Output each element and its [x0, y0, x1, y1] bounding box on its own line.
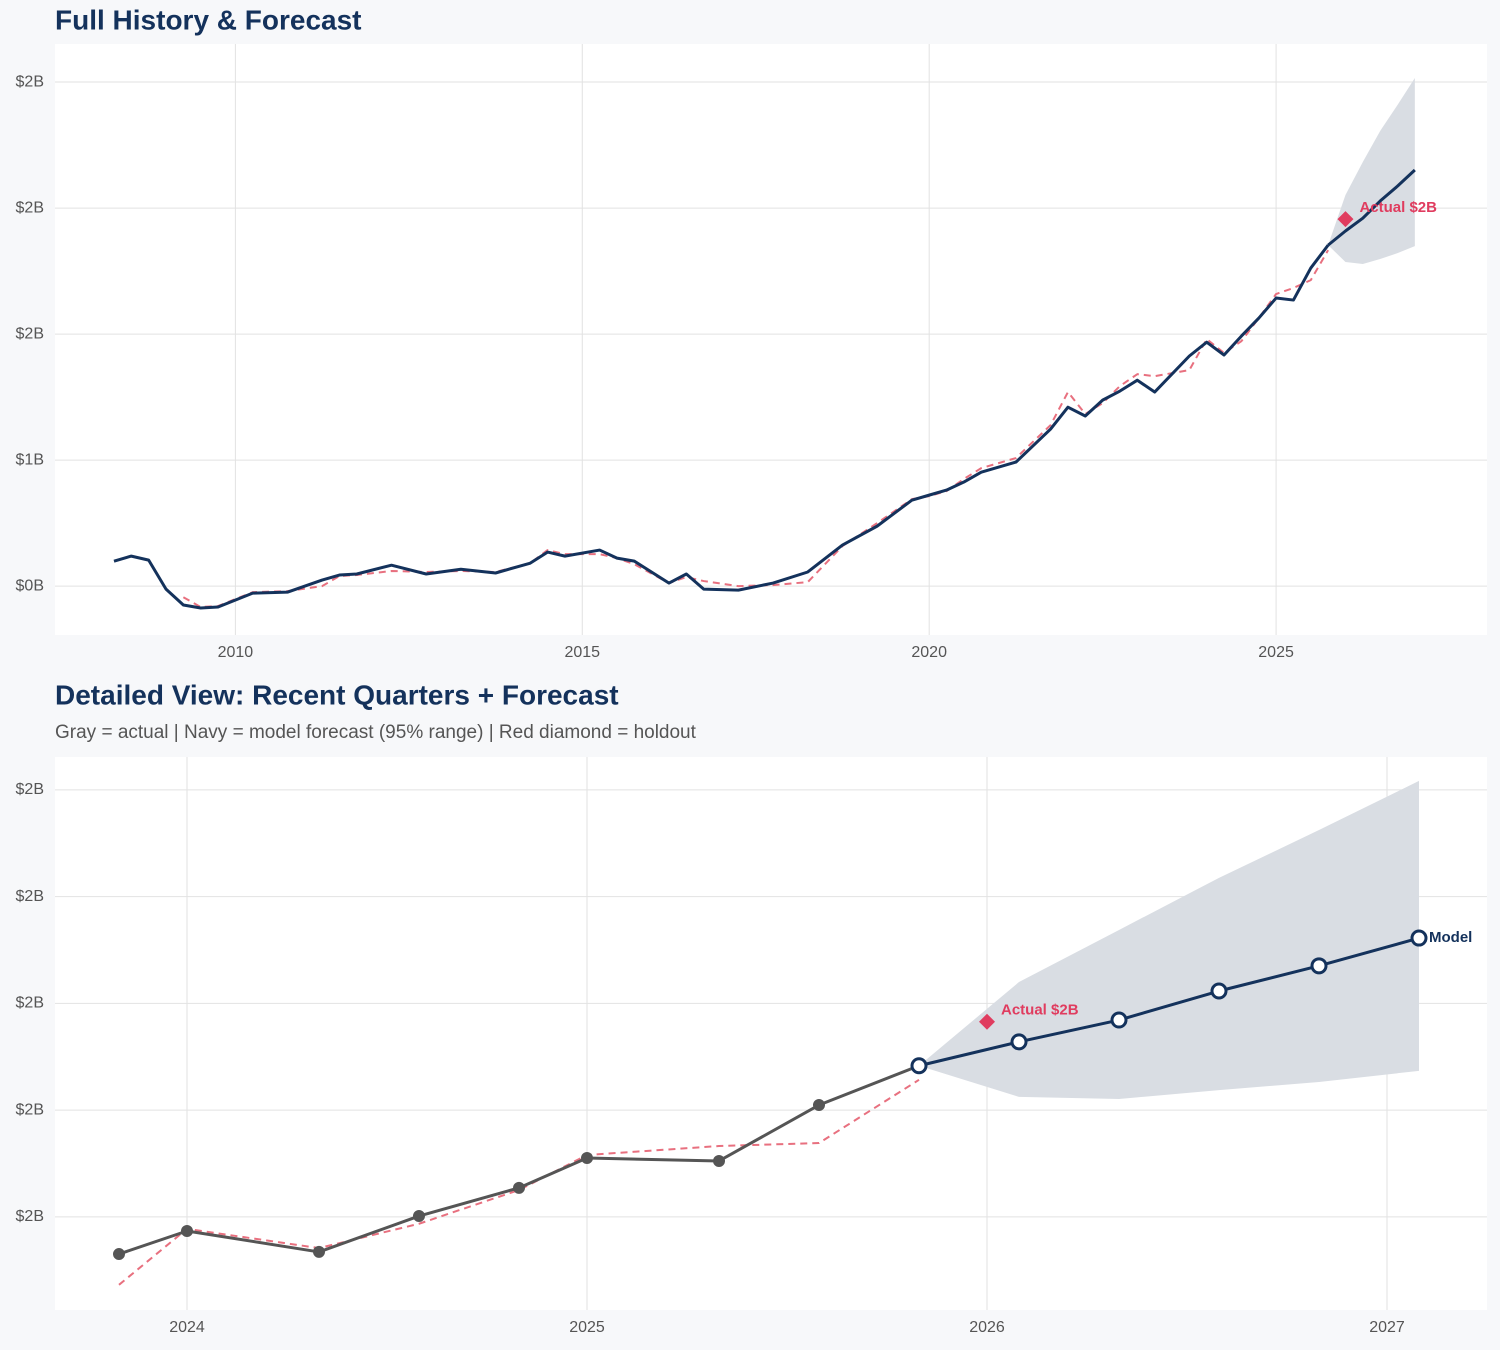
x-tick-label: 2010 [218, 644, 254, 661]
holdout-diamond [1337, 211, 1354, 228]
data-point [1410, 929, 1428, 947]
series-line [1327, 168, 1416, 247]
series-line [182, 249, 1329, 609]
data-point [581, 1151, 593, 1164]
y-tick-label: $2B [16, 888, 44, 905]
data-point [413, 1210, 425, 1223]
x-tick-label: 2024 [169, 1319, 205, 1336]
y-tick-label: $2B [16, 1208, 44, 1225]
series-line [118, 1078, 920, 1286]
y-tick-label: $2B [16, 73, 44, 90]
x-tick-label: 2027 [1369, 1319, 1405, 1336]
data-point [1110, 1011, 1128, 1029]
chart-title: Detailed View: Recent Quarters + Forecas… [55, 679, 619, 710]
y-tick-label: $1B [16, 451, 44, 468]
series-line [918, 936, 1420, 1068]
x-tick-label: 2015 [564, 644, 600, 661]
chart-title: Full History & Forecast [55, 4, 362, 35]
annotation-label: Actual $2B [1001, 1002, 1079, 1019]
data-point [1010, 1033, 1028, 1051]
plot-area [55, 44, 1487, 635]
y-tick-label: $2B [16, 325, 44, 342]
data-point [1310, 957, 1328, 975]
y-tick-label: $2B [16, 781, 44, 798]
series-end-label: Model [1429, 929, 1472, 946]
x-tick-label: 2020 [911, 644, 947, 661]
data-point [181, 1225, 193, 1237]
holdout-diamond [979, 1013, 995, 1030]
y-tick-label: $2B [16, 199, 44, 216]
data-point [113, 1248, 125, 1261]
annotation-label: Actual $2B [1359, 199, 1437, 216]
y-tick-label: $0B [16, 577, 44, 594]
x-tick-label: 2026 [969, 1319, 1005, 1336]
chart-subtitle: Gray = actual | Navy = model forecast (9… [55, 722, 697, 743]
x-tick-label: 2025 [1258, 644, 1294, 661]
data-point [513, 1181, 525, 1194]
y-tick-label: $2B [16, 1101, 44, 1118]
data-point [713, 1154, 725, 1167]
series-line [113, 244, 1330, 610]
data-point [1210, 982, 1228, 1000]
forecast-band [919, 780, 1419, 1100]
x-tick-label: 2025 [569, 1319, 605, 1336]
data-point [313, 1245, 325, 1258]
data-point [910, 1057, 928, 1075]
y-tick-label: $2B [16, 995, 44, 1012]
data-point [813, 1099, 825, 1112]
